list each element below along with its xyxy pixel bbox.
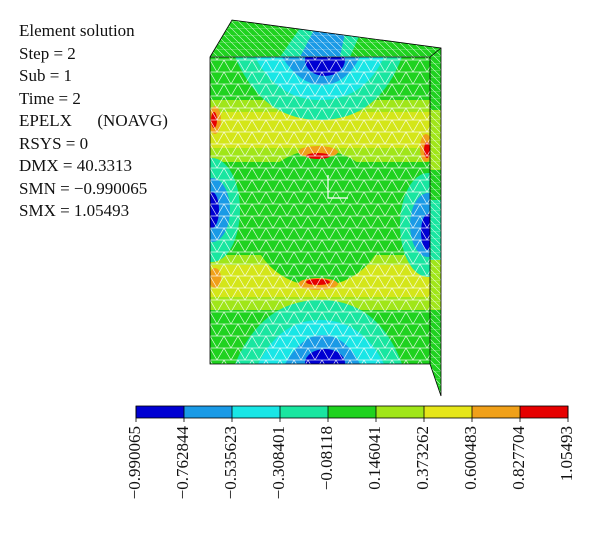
legend-tick-label: −0.308401 <box>269 426 288 499</box>
specimen-front-face <box>210 57 430 364</box>
info-time: Time = 2 <box>19 88 81 108</box>
info-result-item: EPELX (NOAVG) <box>19 111 168 130</box>
info-smn: SMN = −0.990065 <box>19 178 148 198</box>
legend-color-band <box>184 406 233 418</box>
info-rsys: RSYS = 0 <box>19 133 89 153</box>
solution-info: Element solution Step = 2 Sub = 1 Time =… <box>19 20 168 223</box>
legend-tick-label: 0.600483 <box>461 426 480 490</box>
legend-tick-label: 0.373262 <box>413 426 432 490</box>
color-legend: −0.990065 −0.762844 −0.535623 −0.308401 −0.0… <box>125 405 576 500</box>
legend-tick-label: −0.535623 <box>221 426 240 499</box>
specimen-side-face <box>430 48 441 396</box>
legend-tick-label: 0.827704 <box>509 426 528 490</box>
legend-tick-label: −0.08118 <box>317 426 336 490</box>
legend-color-band <box>136 406 185 418</box>
specimen-outline <box>209 19 442 397</box>
legend-tick-label: 1.05493 <box>557 426 576 481</box>
legend-tick-label: −0.990065 <box>125 426 144 499</box>
info-title: Element solution <box>19 21 135 40</box>
legend-color-band <box>472 406 521 418</box>
info-sub: Sub = 1 <box>19 66 73 85</box>
legend-tick-label: 0.146041 <box>365 426 384 490</box>
info-dmx: DMX = 40.3313 <box>19 156 133 175</box>
legend-color-band <box>328 406 377 418</box>
legend-color-band <box>280 406 329 418</box>
specimen-top-face <box>210 20 441 57</box>
legend-color-band <box>232 406 281 418</box>
legend-color-band <box>424 406 473 418</box>
info-step: Step = 2 <box>19 43 76 63</box>
legend-tick-label: −0.762844 <box>173 426 192 500</box>
legend-color-band <box>520 406 569 418</box>
legend-color-band <box>376 406 425 418</box>
info-smx: SMX = 1.05493 <box>19 201 130 220</box>
